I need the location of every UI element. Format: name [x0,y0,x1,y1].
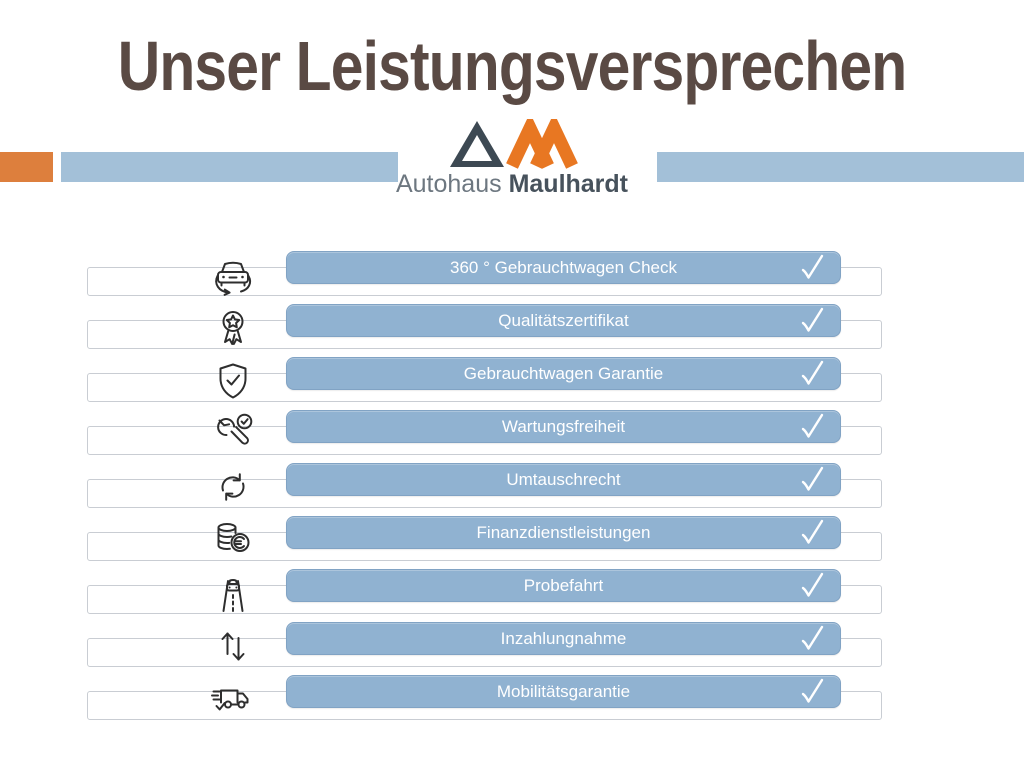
service-label: Inzahlungnahme [500,629,627,648]
service-row-qualitaet: Qualitätszertifikat [0,304,1024,357]
checkmark-icon [801,678,824,703]
coins-euro-icon [217,523,250,552]
service-bar: Finanzdienstleistungen [286,516,841,549]
service-bar: Gebrauchtwagen Garantie [286,357,841,390]
car-360-icon [215,261,252,296]
service-label: Umtauschrecht [506,470,621,489]
service-label: Gebrauchtwagen Garantie [463,364,664,383]
exchange-arrows-icon [221,473,245,501]
service-row-probefahrt: Probefahrt [0,569,1024,622]
band-blue-left [61,152,398,182]
service-bar: Probefahrt [286,569,841,602]
delivery-van-icon [211,689,249,711]
checkmark-icon [801,360,824,385]
service-bar: Umtauschrecht [286,463,841,496]
award-icon [222,311,244,345]
service-row-mobilitaet: Mobilitätsgarantie [0,675,1024,728]
up-down-arrows-icon [221,632,245,661]
service-label: 360 ° Gebrauchtwagen Check [450,258,677,277]
service-row-finanz: Finanzdienstleistungen [0,516,1024,569]
service-row-garantie: Gebrauchtwagen Garantie [0,357,1024,410]
band-orange-block [0,152,53,182]
logo-wordmark: Autohaus Maulhardt [332,170,692,199]
service-row-inzahlung: Inzahlungnahme [0,622,1024,675]
service-row-360-check: 360 ° Gebrauchtwagen Check [0,251,1024,304]
checkmark-icon [801,254,824,279]
wrench-check-icon [217,413,253,445]
checkmark-icon [801,307,824,332]
service-row-umtausch: Umtauschrecht [0,463,1024,516]
checkmark-icon [801,572,824,597]
logo-am-mark-icon [450,119,578,169]
service-label: Qualitätszertifikat [498,311,629,330]
service-label: Mobilitätsgarantie [496,682,631,701]
checkmark-icon [801,519,824,544]
checkmark-icon [801,466,824,491]
logo-text-maulhardt: Maulhardt [508,170,629,198]
service-bar: Inzahlungnahme [286,622,841,655]
checkmark-icon [801,625,824,650]
shield-check-icon [219,363,247,399]
service-label: Wartungsfreiheit [501,417,626,436]
service-bar: Qualitätszertifikat [286,304,841,337]
page-title: Unser Leistungsversprechen [117,27,907,105]
service-bar: Wartungsfreiheit [286,410,841,443]
road-car-icon [222,578,244,612]
service-bar: 360 ° Gebrauchtwagen Check [286,251,841,284]
service-label: Probefahrt [523,576,604,595]
service-label: Finanzdienstleistungen [476,523,651,542]
service-row-wartung: Wartungsfreiheit [0,410,1024,463]
checkmark-icon [801,413,824,438]
logo-text-autohaus: Autohaus [395,170,502,198]
band-blue-right [657,152,1024,182]
service-bar: Mobilitätsgarantie [286,675,841,708]
